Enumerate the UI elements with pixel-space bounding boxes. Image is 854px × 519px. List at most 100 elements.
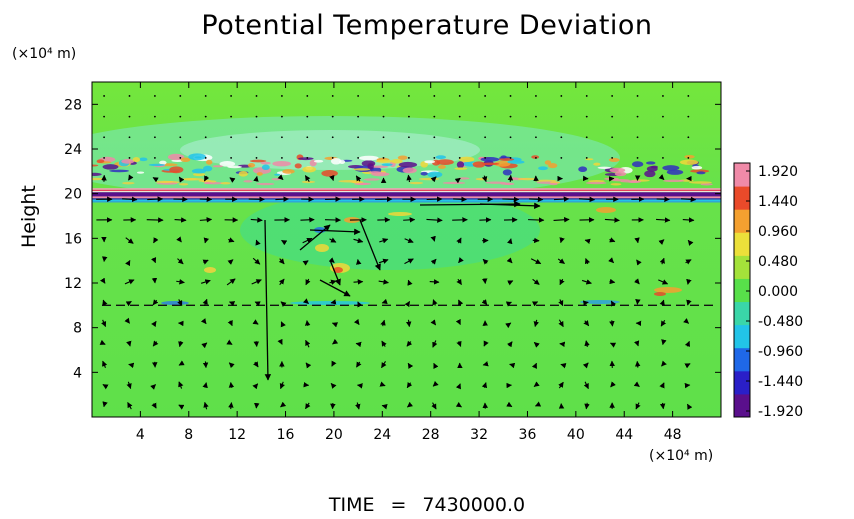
wind-vector: [178, 176, 185, 183]
anomaly-blob: [367, 163, 374, 170]
wind-vector: [609, 237, 616, 243]
wind-vector: [174, 217, 187, 223]
colorbar: 1.920 1.440 0.960 0.480 0.000 -0.480 -0.960 -1.…: [733, 162, 803, 420]
vector-dot: [204, 136, 207, 139]
vector-dot: [204, 157, 207, 159]
vector-dot: [509, 95, 512, 97]
wind-vector: [200, 318, 207, 325]
vector-dot: [433, 136, 436, 139]
anomaly-blob: [238, 171, 248, 177]
anomaly-blob: [148, 163, 166, 167]
x-tick-label: 16: [277, 427, 295, 443]
wind-vector: [102, 299, 108, 306]
vector-dot: [128, 136, 131, 139]
wind-vector: [559, 237, 565, 244]
vector-dot: [585, 115, 588, 118]
anomaly-blob: [691, 165, 703, 170]
wind-vector: [636, 259, 642, 266]
vector-dot: [662, 157, 664, 159]
vector-dot: [382, 95, 385, 97]
wind-vector: [152, 177, 159, 183]
wind-vector: [125, 300, 132, 307]
wind-vector: [584, 402, 590, 410]
anomaly-blob: [420, 171, 428, 176]
wind-vector: [305, 362, 312, 369]
anomaly-blob: [180, 157, 191, 162]
anomaly-blob: [456, 161, 465, 169]
wind-vector: [199, 217, 213, 223]
wind-vector: [178, 404, 185, 410]
wind-vector: [506, 341, 513, 348]
anomaly-blob: [472, 161, 486, 168]
anomaly-blob: [183, 178, 197, 181]
anomaly-blob: [227, 165, 242, 169]
wind-vector: [202, 298, 208, 307]
vector-dot: [255, 157, 258, 159]
wind-vector: [151, 402, 157, 409]
wind-vector: [355, 402, 361, 410]
vector-dot: [230, 115, 233, 118]
cool-patch: [161, 301, 189, 305]
wind-vector: [609, 278, 616, 285]
wind-vector: [329, 174, 335, 182]
anomaly-blob: [458, 156, 475, 163]
wind-vector: [253, 175, 259, 182]
wind-vector-strong: [309, 228, 361, 236]
wind-vector: [381, 298, 388, 305]
wind-vector: [280, 401, 287, 408]
wind-vector: [178, 381, 184, 389]
wind-vector: [609, 320, 615, 327]
vector-dot: [179, 157, 182, 159]
wind-vector: [228, 362, 235, 369]
time-readout: TIME = 7430000.0: [0, 494, 854, 516]
wind-vector: [634, 340, 640, 347]
vector-dot: [179, 115, 182, 118]
anomaly-blob: [92, 164, 99, 167]
anomaly-blob: [363, 178, 380, 181]
anomaly-blob: [121, 159, 135, 164]
vector-dot: [585, 157, 588, 159]
vector-dot: [281, 115, 283, 118]
colorbar-swatch: [734, 347, 750, 372]
anomaly-blob: [631, 161, 644, 168]
plot-frame: [91, 81, 722, 418]
vector-dot: [611, 95, 614, 97]
wind-vector: [404, 300, 411, 308]
anomaly-blob: [500, 155, 507, 159]
warm-patch: [596, 207, 616, 213]
anomaly-blob: [679, 159, 699, 165]
wind-vector: [176, 236, 182, 243]
wind-vector: [178, 360, 185, 366]
vector-dot: [306, 95, 309, 97]
wind-vector: [279, 381, 285, 390]
vector-dot: [458, 115, 461, 118]
anomaly-blob: [435, 155, 447, 160]
anomaly-blob: [498, 158, 515, 161]
stratified-band: [92, 196, 721, 199]
wind-vector: [403, 217, 416, 223]
y-tick-label: 16: [64, 231, 82, 247]
wind-vector: [177, 299, 183, 307]
wind-vector: [275, 196, 289, 202]
anomaly-blob: [212, 165, 224, 168]
wind-vector: [381, 404, 388, 410]
anomaly-blob: [507, 177, 519, 180]
anomaly-blob: [593, 162, 601, 166]
anomaly-blob: [644, 170, 656, 178]
x-axis-unit: (×10⁴ m): [649, 448, 714, 464]
wind-vector: [202, 361, 209, 369]
wind-vector: [661, 360, 667, 367]
anomaly-blob: [614, 171, 627, 177]
vector-dot: [357, 95, 360, 97]
x-tick-label: 8: [184, 427, 193, 443]
anomaly-blob: [391, 158, 403, 164]
vector-dot: [687, 157, 690, 159]
wind-vector: [558, 381, 564, 389]
wind-vector: [331, 360, 337, 367]
wind-vector: [379, 238, 389, 244]
wind-vector: [126, 340, 132, 347]
wind-vector: [252, 257, 261, 265]
wind-vector: [584, 258, 591, 265]
vector-dot: [611, 157, 614, 159]
